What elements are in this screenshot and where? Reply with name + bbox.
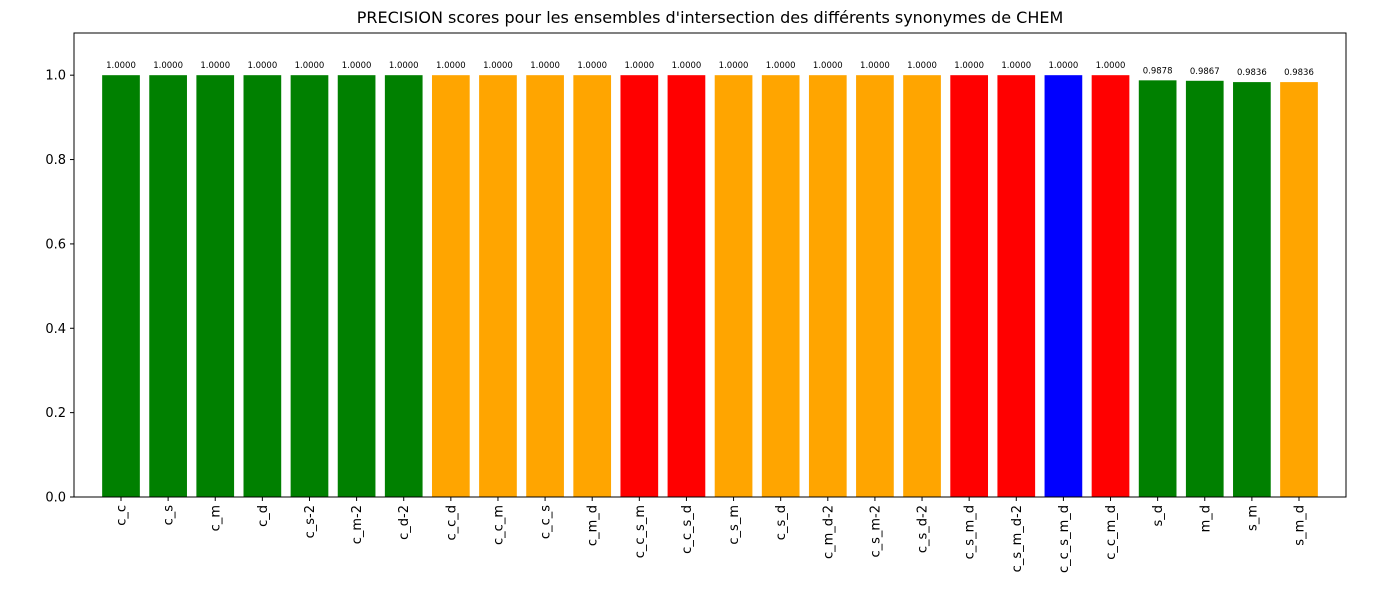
bar-c_s_d [761, 75, 800, 498]
x-tick-label-c_s: c_s [162, 505, 177, 526]
bar-s_m [1233, 82, 1271, 497]
bar-m_d [1185, 80, 1224, 497]
x-axis: c_c c_s c_m c_d c_s-2 c_m-2 c_d-2 c_c_d c_c_m c_c… [115, 497, 1308, 573]
bar-s_d [1138, 80, 1177, 497]
x-tick-label-c_s-2: c_s-2 [303, 505, 318, 538]
value-label-c_m-2: 1.0000 [342, 61, 372, 71]
value-label-c_s_m_d-2: 1.0000 [1001, 61, 1031, 71]
bar-c_s_d-2 [903, 75, 941, 498]
bar-c_c [102, 75, 140, 498]
x-tick-label-c_c_s_m_d: c_c_s_m_d [1057, 505, 1072, 573]
x-tick-label-c_s_d-2: c_s_d-2 [916, 505, 931, 553]
x-tick-label-c_c: c_c [115, 505, 130, 526]
value-label-c_s_m-2: 1.0000 [860, 61, 890, 71]
x-tick-label-c_d-2: c_d-2 [397, 505, 412, 540]
y-tick-label-0.2: 0.2 [45, 406, 66, 421]
y-tick-label-0.4: 0.4 [45, 322, 66, 337]
bar-c_c_m [479, 75, 517, 498]
x-tick-label-c_d: c_d [256, 505, 271, 527]
y-tick-label-0.0: 0.0 [45, 491, 66, 506]
x-tick-label-c_m_d-2: c_m_d-2 [821, 505, 836, 559]
x-tick-label-c_c_s: c_c_s [539, 505, 554, 539]
x-tick-label-c_m-2: c_m-2 [350, 505, 365, 544]
bar-c_m-2 [337, 75, 376, 498]
value-label-c_c_s_d: 1.0000 [672, 61, 702, 71]
bar-c_s-2 [290, 75, 329, 498]
bar-c_d-2 [384, 75, 423, 498]
x-tick-label-c_c_s_d: c_c_s_d [680, 505, 695, 554]
y-tick-label-1.0: 1.0 [45, 69, 66, 84]
bars-layer [102, 75, 1318, 498]
x-tick-label-c_s_d: c_s_d [774, 505, 789, 540]
bar-c_s_m [714, 75, 753, 498]
x-tick-label-c_c_d: c_c_d [444, 505, 459, 541]
y-tick-label-0.8: 0.8 [45, 153, 66, 168]
bar-c_m_d [573, 75, 612, 498]
value-label-c_s: 1.0000 [153, 61, 183, 71]
bar-c_m [196, 75, 235, 498]
x-tick-label-c_s_m_d-2: c_s_m_d-2 [1010, 505, 1025, 572]
bar-c_s_m_d-2 [997, 75, 1036, 498]
bar-c_c_d [431, 75, 470, 498]
value-label-c_m_d-2: 1.0000 [813, 61, 843, 71]
y-tick-label-0.6: 0.6 [45, 237, 66, 252]
bar-c_s_m_d [950, 75, 989, 498]
bar-s_m_d [1280, 82, 1318, 497]
x-tick-label-s_m_d: s_m_d [1293, 505, 1308, 546]
x-tick-label-c_s_m: c_s_m [727, 505, 742, 545]
bar-c_d [243, 75, 282, 498]
value-label-c_s_m: 1.0000 [719, 61, 749, 71]
value-label-c_c: 1.0000 [106, 61, 136, 71]
value-label-s_d: 0.9878 [1143, 66, 1173, 76]
x-tick-label-c_c_m: c_c_m [491, 505, 506, 545]
value-label-c_c_m_d: 1.0000 [1096, 61, 1126, 71]
value-label-c_c_s_m: 1.0000 [624, 61, 654, 71]
bar-c_c_s_m [620, 75, 659, 498]
value-label-c_m: 1.0000 [200, 61, 230, 71]
x-tick-label-c_s_m-2: c_s_m-2 [868, 505, 883, 558]
value-label-c_c_m: 1.0000 [483, 61, 513, 71]
value-label-c_s-2: 1.0000 [295, 61, 325, 71]
bar-c_c_m_d [1091, 75, 1130, 498]
value-label-c_d: 1.0000 [247, 61, 277, 71]
value-label-c_c_s: 1.0000 [530, 61, 560, 71]
y-axis: 0.0 0.2 0.4 0.6 0.8 1.0 [45, 69, 74, 506]
x-tick-label-m_d: m_d [1198, 505, 1213, 532]
x-tick-label-s_m: s_m [1245, 505, 1260, 531]
value-label-c_c_s_m_d: 1.0000 [1049, 61, 1079, 71]
x-tick-label-c_c_m_d: c_c_m_d [1104, 505, 1119, 560]
bar-c_c_s_m_d [1044, 75, 1083, 498]
bar-c_m_d-2 [808, 75, 847, 498]
value-label-c_c_d: 1.0000 [436, 61, 466, 71]
chart-title: PRECISION scores pour les ensembles d'in… [357, 8, 1064, 27]
value-label-c_s_d-2: 1.0000 [907, 61, 937, 71]
value-label-c_d-2: 1.0000 [389, 61, 419, 71]
bar-c_s [149, 75, 187, 498]
value-label-c_m_d: 1.0000 [577, 61, 607, 71]
value-label-m_d: 0.9867 [1190, 67, 1220, 77]
x-tick-label-c_m_d: c_m_d [586, 505, 601, 546]
x-tick-label-c_s_m_d: c_s_m_d [963, 505, 978, 559]
x-tick-label-s_d: s_d [1151, 505, 1166, 527]
value-label-c_s_m_d: 1.0000 [954, 61, 984, 71]
value-labels-layer: 1.0000 1.0000 1.0000 1.0000 1.0000 1.0000 1.00… [106, 61, 1314, 78]
x-tick-label-c_c_s_m: c_c_s_m [633, 505, 648, 558]
plot-frame [73, 32, 1347, 498]
value-label-s_m: 0.9836 [1237, 68, 1267, 78]
x-tick-label-c_m: c_m [209, 505, 224, 531]
bar-c_c_s [526, 75, 564, 498]
bar-c_s_m-2 [856, 75, 894, 498]
value-label-s_m_d: 0.9836 [1284, 68, 1314, 78]
bar-c_c_s_d [667, 75, 706, 498]
value-label-c_s_d: 1.0000 [766, 61, 796, 71]
